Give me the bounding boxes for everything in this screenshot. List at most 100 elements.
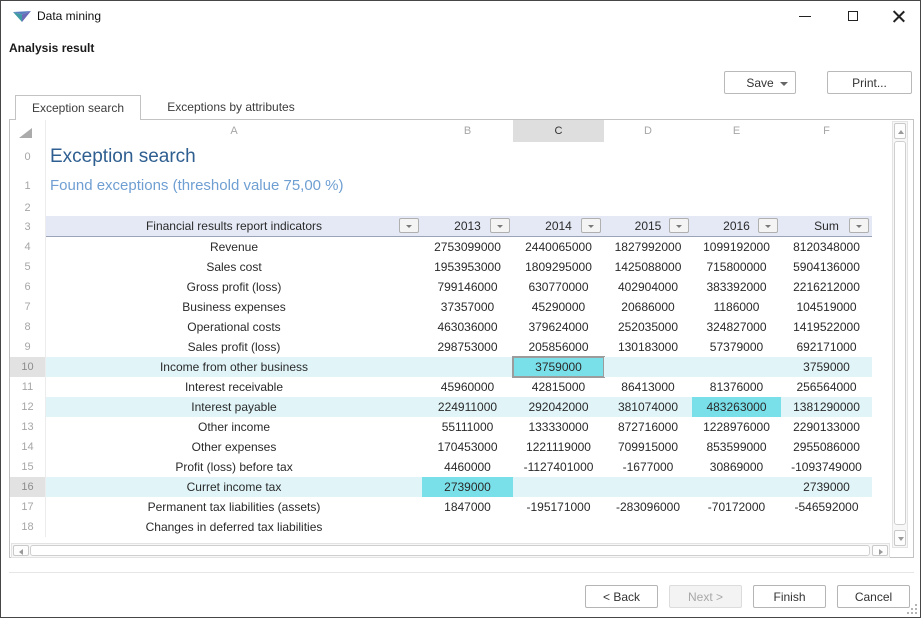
value-cell[interactable]: 170453000 [437,440,498,454]
column-header-d[interactable]: D [644,125,652,137]
back-button[interactable]: < Back [585,585,658,608]
value-cell[interactable]: 1221119000 [526,440,591,454]
value-cell[interactable]: 292042000 [513,397,604,417]
row-number[interactable]: 12 [10,397,46,417]
header-indicators[interactable]: Financial results report indicators [46,216,422,237]
value-cell[interactable] [604,517,692,537]
value-cell[interactable]: 1099192000 [703,240,770,254]
row-number[interactable]: 17 [10,497,46,517]
vertical-scrollbar[interactable] [892,121,908,548]
value-cell[interactable]: 42815000 [531,380,586,394]
row-number[interactable]: 3 [10,216,46,237]
value-cell[interactable]: 1228976000 [703,420,770,434]
row-number[interactable]: 15 [10,457,46,477]
value-cell[interactable]: 256564000 [796,380,857,394]
column-header-e[interactable]: E [732,125,741,137]
indicator-cell[interactable]: Other income [197,420,271,434]
value-cell[interactable]: 709915000 [617,440,679,454]
horizontal-scrollbar-thumb[interactable] [30,545,870,556]
value-cell[interactable] [513,477,604,497]
value-cell[interactable]: 324827000 [706,320,767,334]
value-cell[interactable]: 30869000 [709,460,764,474]
header-2014[interactable]: 2014 [513,216,604,237]
header-sum[interactable]: Sum [781,216,872,237]
scroll-down-icon[interactable] [894,530,906,546]
indicator-cell[interactable]: Curret income tax [46,477,422,497]
filter-dropdown-icon[interactable] [669,218,689,233]
indicator-cell[interactable]: Permanent tax liabilities (assets) [147,500,321,514]
column-header-f[interactable]: F [823,125,830,137]
select-all-corner[interactable] [10,120,46,142]
column-header-a[interactable]: A [230,125,238,137]
value-cell[interactable]: 1827992000 [614,240,682,254]
value-cell[interactable]: 1809295000 [525,260,592,274]
row-number[interactable]: 8 [10,317,46,337]
value-cell[interactable]: 20686000 [621,300,675,314]
row-number[interactable]: 13 [10,417,46,437]
value-cell[interactable]: 81376000 [709,380,764,394]
value-cell[interactable]: 45290000 [531,300,586,314]
value-cell[interactable] [604,477,692,497]
filter-dropdown-icon[interactable] [758,218,778,233]
value-cell[interactable]: 5904136000 [793,260,860,274]
value-cell[interactable]: 483263000 [692,397,781,417]
row-number[interactable]: 7 [10,297,46,317]
indicator-cell[interactable]: Profit (loss) before tax [175,460,293,474]
value-cell[interactable]: -1093749000 [791,460,862,474]
indicator-cell[interactable]: Revenue [209,240,259,254]
value-cell[interactable]: 379624000 [528,320,589,334]
tab-exception-search[interactable]: Exception search [15,95,141,120]
header-2016[interactable]: 2016 [692,216,781,237]
row-number[interactable]: 16 [10,477,46,497]
row-number[interactable]: 0 [10,142,46,172]
value-cell[interactable]: 8120348000 [793,240,860,254]
row-number[interactable]: 18 [10,517,46,537]
header-2015[interactable]: 2015 [604,216,692,237]
horizontal-scrollbar[interactable] [11,543,890,558]
indicator-cell[interactable]: Sales profit (loss) [187,340,281,354]
close-button[interactable] [883,1,915,31]
value-cell[interactable]: 630770000 [528,280,589,294]
row-number[interactable]: 1 [10,172,46,199]
value-cell[interactable]: 402904000 [617,280,679,294]
value-cell[interactable]: 2739000 [422,477,513,497]
indicator-cell[interactable]: Interest payable [46,397,422,417]
filter-dropdown-icon[interactable] [399,218,419,233]
value-cell[interactable]: 55111000 [441,420,494,434]
value-cell[interactable]: 224911000 [422,397,513,417]
row-number[interactable]: 10 [10,357,46,377]
value-cell[interactable] [692,477,781,497]
indicator-cell[interactable]: Interest receivable [184,380,284,394]
value-cell[interactable] [692,517,781,537]
value-cell[interactable]: 133330000 [528,420,589,434]
tab-exceptions-by-attributes[interactable]: Exceptions by attributes [141,95,321,119]
value-cell[interactable]: 2955086000 [793,440,860,454]
sheet-subtitle[interactable]: Found exceptions (threshold value 75,00 … [50,177,344,194]
indicator-cell[interactable]: Other expenses [191,440,277,454]
filter-dropdown-icon[interactable] [581,218,601,233]
row-number[interactable]: 11 [10,377,46,397]
value-cell[interactable]: 3759000 [781,357,872,377]
scroll-left-icon[interactable] [13,545,29,556]
scroll-up-icon[interactable] [894,123,906,139]
value-cell[interactable]: -195171000 [526,500,591,514]
value-cell[interactable]: 692171000 [796,340,857,354]
value-cell[interactable]: 853599000 [706,440,767,454]
header-2013[interactable]: 2013 [422,216,513,237]
cancel-button[interactable]: Cancel [837,585,910,608]
row-number[interactable]: 9 [10,337,46,357]
minimize-button[interactable] [789,1,821,31]
value-cell[interactable] [692,357,781,377]
value-cell[interactable] [781,517,872,537]
value-cell[interactable]: 4460000 [444,460,491,474]
value-cell[interactable]: 381074000 [604,397,692,417]
value-cell[interactable]: 1425088000 [614,260,682,274]
maximize-button[interactable] [837,1,869,31]
indicator-cell[interactable]: Business expenses [182,300,286,314]
value-cell[interactable] [513,517,604,537]
value-cell[interactable]: 1953953000 [434,260,501,274]
indicator-cell[interactable]: Operational costs [187,320,281,334]
row-number[interactable]: 6 [10,277,46,297]
value-cell[interactable]: 2739000 [781,477,872,497]
indicator-cell[interactable]: Gross profit (loss) [186,280,282,294]
